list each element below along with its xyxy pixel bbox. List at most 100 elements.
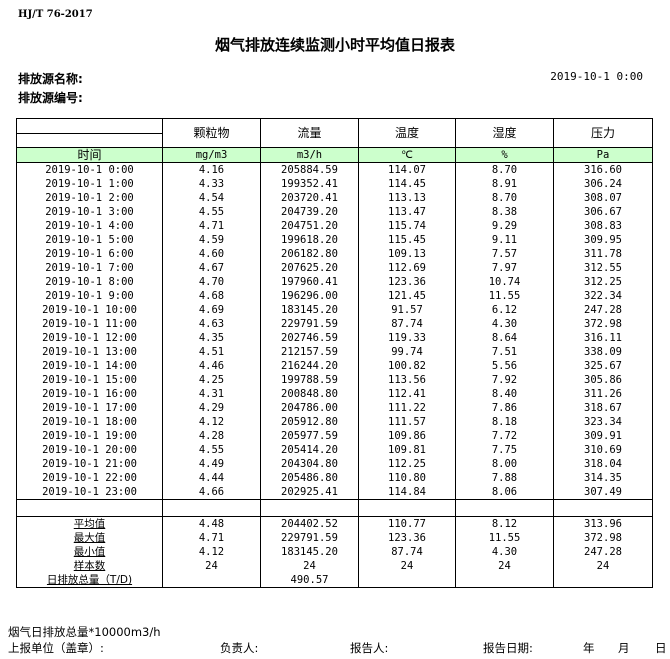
- value-cell: 4.54: [162, 191, 261, 205]
- unit-cell: ℃: [358, 147, 456, 163]
- summary-row: 日排放总量（T/D) 490.57: [16, 573, 653, 588]
- value-cell: 183145.20: [260, 303, 359, 317]
- value-cell: 7.97: [455, 261, 554, 275]
- unit-cell: m3/h: [260, 147, 359, 163]
- summary-label-text: 样本数: [73, 560, 106, 572]
- reporter-label: 报告人:: [350, 641, 389, 655]
- time-cell: 2019-10-1 0:00: [16, 162, 163, 177]
- value-cell: 4.28: [162, 429, 261, 443]
- value-cell: 307.49: [553, 485, 653, 500]
- summary-row: 最小值 4.12 183145.20 87.74 4.30 247.28: [16, 545, 653, 559]
- table-row: 2019-10-1 21:00 4.49 204304.80 112.25 8.00 31…: [16, 457, 653, 471]
- summary-value: 4.12: [162, 545, 261, 559]
- value-cell: 10.74: [455, 275, 554, 289]
- value-cell: 11.55: [455, 289, 554, 303]
- value-cell: 8.40: [455, 387, 554, 401]
- summary-row: 平均值 4.48 204402.52 110.77 8.12 313.96: [16, 516, 653, 531]
- column-header: 温度: [358, 118, 456, 148]
- value-cell: 205414.20: [260, 443, 359, 457]
- value-cell: 204751.20: [260, 219, 359, 233]
- value-cell: 308.07: [553, 191, 653, 205]
- value-cell: 4.67: [162, 261, 261, 275]
- value-cell: 119.33: [358, 331, 456, 345]
- summary-value: 4.71: [162, 531, 261, 545]
- column-header: 流量: [260, 118, 359, 148]
- value-cell: 112.41: [358, 387, 456, 401]
- time-cell: 2019-10-1 8:00: [16, 275, 163, 289]
- summary-value: 247.28: [553, 545, 653, 559]
- value-cell: 7.86: [455, 401, 554, 415]
- value-cell: 7.75: [455, 443, 554, 457]
- summary-label-text: 最大值: [73, 532, 106, 544]
- table-row: 2019-10-1 16:00 4.31 200848.80 112.41 8.40 31…: [16, 387, 653, 401]
- summary-value: 24: [553, 559, 653, 573]
- table-row: 2019-10-1 19:00 4.28 205977.59 109.86 7.72 30…: [16, 429, 653, 443]
- value-cell: 99.74: [358, 345, 456, 359]
- value-cell: 311.26: [553, 387, 653, 401]
- blank-cell: [455, 499, 554, 517]
- table-row: 2019-10-1 4:00 4.71 204751.20 115.74 9.29 308…: [16, 219, 653, 233]
- day-label: 日: [655, 641, 667, 655]
- value-cell: 112.25: [358, 457, 456, 471]
- table-row: 2019-10-1 14:00 4.46 216244.20 100.82 5.56 32…: [16, 359, 653, 373]
- time-cell: 2019-10-1 4:00: [16, 219, 163, 233]
- summary-label-text: 最小值: [73, 546, 106, 558]
- value-cell: 4.55: [162, 205, 261, 219]
- summary-label-text: 日排放总量（T/D): [46, 574, 133, 586]
- value-cell: 7.92: [455, 373, 554, 387]
- summary-value: 4.48: [162, 516, 261, 531]
- value-cell: 111.57: [358, 415, 456, 429]
- value-cell: 4.46: [162, 359, 261, 373]
- table-row: 2019-10-1 8:00 4.70 197960.41 123.36 10.74 31…: [16, 275, 653, 289]
- value-cell: 310.69: [553, 443, 653, 457]
- value-cell: 4.59: [162, 233, 261, 247]
- table-row: 2019-10-1 18:00 4.12 205912.80 111.57 8.18 32…: [16, 415, 653, 429]
- value-cell: 325.67: [553, 359, 653, 373]
- table-row: 2019-10-1 13:00 4.51 212157.59 99.74 7.51 338…: [16, 345, 653, 359]
- value-cell: 323.34: [553, 415, 653, 429]
- value-cell: 311.78: [553, 247, 653, 261]
- value-cell: 4.29: [162, 401, 261, 415]
- value-cell: 8.64: [455, 331, 554, 345]
- unit-cell: Pa: [553, 147, 653, 163]
- time-cell: 2019-10-1 19:00: [16, 429, 163, 443]
- value-cell: 197960.41: [260, 275, 359, 289]
- summary-label-text: 平均值: [73, 518, 106, 530]
- value-cell: 4.49: [162, 457, 261, 471]
- unit-cell: %: [455, 147, 554, 163]
- value-cell: 8.18: [455, 415, 554, 429]
- unit-cell: mg/m3: [162, 147, 261, 163]
- value-cell: 309.91: [553, 429, 653, 443]
- value-cell: 4.30: [455, 317, 554, 331]
- value-cell: 7.72: [455, 429, 554, 443]
- value-cell: 306.24: [553, 177, 653, 191]
- table-row: 2019-10-1 2:00 4.54 203720.41 113.13 8.70 308…: [16, 191, 653, 205]
- value-cell: 4.35: [162, 331, 261, 345]
- year-label: 年: [583, 641, 595, 655]
- column-header: 压力: [553, 118, 653, 148]
- table-row: 2019-10-1 17:00 4.29 204786.00 111.22 7.86 31…: [16, 401, 653, 415]
- summary-row: 最大值 4.71 229791.59 123.36 11.55 372.98: [16, 531, 653, 545]
- table-row: 2019-10-1 3:00 4.55 204739.20 113.47 8.38 306…: [16, 205, 653, 219]
- value-cell: 199618.20: [260, 233, 359, 247]
- blank-cell: [553, 499, 653, 517]
- table-row: 2019-10-1 0:00 4.16 205884.59 114.07 8.70 316…: [16, 162, 653, 177]
- value-cell: 205977.59: [260, 429, 359, 443]
- value-cell: 9.29: [455, 219, 554, 233]
- value-cell: 312.55: [553, 261, 653, 275]
- value-cell: 113.56: [358, 373, 456, 387]
- value-cell: 204786.00: [260, 401, 359, 415]
- source-id-label: 排放源编号:: [18, 91, 83, 105]
- source-name-label: 排放源名称:: [18, 72, 83, 86]
- time-cell: 2019-10-1 17:00: [16, 401, 163, 415]
- value-cell: 205912.80: [260, 415, 359, 429]
- value-cell: 112.69: [358, 261, 456, 275]
- value-cell: 338.09: [553, 345, 653, 359]
- corner-cell: [16, 118, 163, 148]
- summary-label: 日排放总量（T/D): [16, 573, 163, 588]
- value-cell: 318.04: [553, 457, 653, 471]
- value-cell: 115.45: [358, 233, 456, 247]
- value-cell: 4.66: [162, 485, 261, 500]
- value-cell: 4.69: [162, 303, 261, 317]
- value-cell: 305.86: [553, 373, 653, 387]
